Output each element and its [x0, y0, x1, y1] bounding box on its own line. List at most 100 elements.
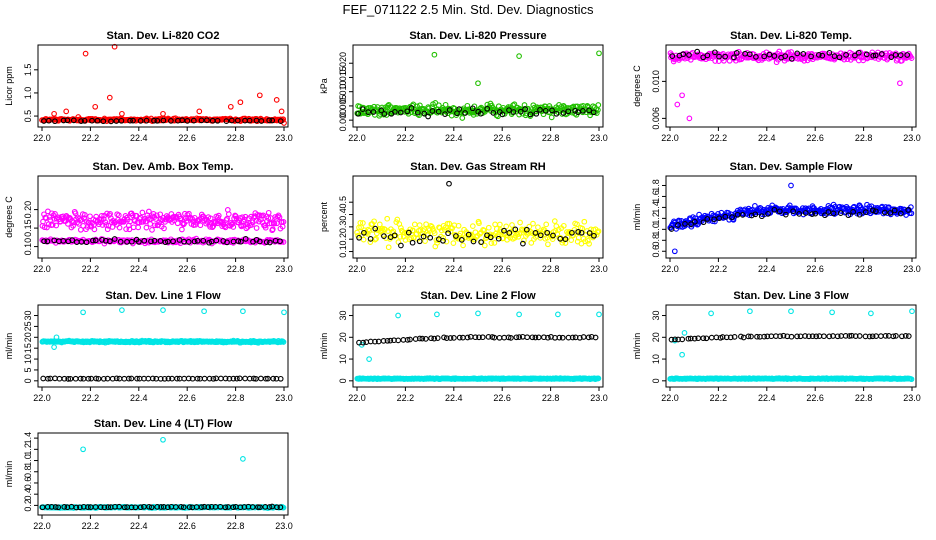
- y-tick-label: 10: [651, 354, 661, 364]
- data-point: [270, 219, 277, 226]
- data-point: [161, 375, 168, 382]
- data-point: [255, 504, 261, 510]
- x-tick-label: 22.2: [82, 393, 100, 403]
- data-point: [253, 225, 260, 231]
- data-point: [185, 239, 192, 245]
- data-point: [361, 229, 367, 236]
- data-point: [160, 117, 167, 124]
- data-point: [257, 504, 263, 511]
- x-tick-label: 22.2: [82, 521, 100, 531]
- x-tick-label: 22.2: [710, 133, 728, 143]
- data-point: [532, 230, 539, 236]
- data-point: [397, 233, 404, 240]
- data-point: [47, 217, 54, 223]
- data-point: [596, 50, 602, 57]
- data-point: [165, 238, 171, 245]
- data-point: [45, 375, 51, 382]
- data-point: [530, 220, 536, 227]
- data-point: [372, 225, 379, 232]
- data-point: [185, 375, 192, 382]
- data-point: [115, 212, 122, 219]
- x-tick-label: 22.2: [82, 264, 100, 274]
- data-point: [191, 238, 198, 245]
- data-point: [179, 226, 185, 233]
- data-point: [729, 214, 735, 220]
- data-point: [782, 211, 789, 218]
- data-point: [85, 504, 91, 510]
- y-tick-label: 0.15: [23, 219, 33, 237]
- data-point: [113, 221, 120, 228]
- data-point: [109, 375, 116, 382]
- data-point: [435, 108, 442, 115]
- x-tick-label: 23.0: [590, 393, 608, 403]
- panel-co2: Stan. Dev. Li-820 CO2 Licor ppm 22.0 22.2 22…: [4, 30, 293, 143]
- data-point: [850, 209, 857, 215]
- data-point: [151, 117, 157, 124]
- data-point: [355, 110, 361, 117]
- data-point: [141, 237, 148, 244]
- data-point: [794, 50, 801, 57]
- data-point: [230, 375, 237, 382]
- data-point: [60, 117, 67, 124]
- data-point: [178, 503, 184, 510]
- data-point: [543, 221, 550, 228]
- data-point: [752, 211, 759, 218]
- panel-title: Stan. Dev. Sample Flow: [730, 161, 853, 173]
- data-point: [545, 241, 551, 248]
- data-point: [69, 237, 76, 243]
- data-point: [134, 375, 140, 382]
- data-point: [745, 333, 752, 340]
- data-point: [125, 375, 132, 382]
- data-point: [100, 216, 107, 222]
- data-point: [456, 334, 463, 341]
- data-point: [679, 336, 686, 343]
- data-point: [105, 504, 112, 510]
- data-point: [269, 117, 276, 124]
- x-tick-label: 23.0: [275, 264, 293, 274]
- data-point: [414, 109, 421, 116]
- data-point: [826, 49, 833, 56]
- data-point: [248, 222, 255, 228]
- data-point: [499, 111, 506, 118]
- data-point: [881, 209, 888, 216]
- data-point: [848, 332, 855, 339]
- data-point: [227, 103, 234, 110]
- data-point: [416, 335, 423, 342]
- data-point: [194, 375, 201, 382]
- series-reference: [668, 332, 912, 343]
- x-tick-label: 22.8: [227, 521, 245, 531]
- data-point: [234, 117, 241, 124]
- x-tick-label: 22.6: [178, 264, 196, 274]
- data-point: [442, 111, 448, 117]
- data-point: [404, 108, 411, 115]
- data-point: [842, 333, 849, 339]
- data-point: [180, 504, 187, 511]
- data-point: [522, 106, 528, 112]
- data-point: [856, 211, 863, 218]
- data-point: [470, 238, 477, 245]
- data-point: [586, 107, 592, 114]
- x-tick-label: 22.6: [806, 264, 824, 274]
- data-point: [235, 238, 242, 244]
- data-point: [758, 213, 765, 220]
- data-point: [451, 335, 457, 341]
- data-point: [223, 118, 230, 124]
- data-point: [135, 238, 142, 245]
- data-point: [51, 110, 57, 117]
- data-point: [510, 109, 517, 115]
- data-point: [422, 336, 429, 342]
- data-point: [852, 52, 858, 59]
- x-tick-label: 22.8: [227, 264, 245, 274]
- data-point: [585, 334, 592, 341]
- data-point: [545, 334, 551, 341]
- x-tick-label: 22.0: [33, 264, 51, 274]
- data-point: [265, 209, 272, 216]
- data-point: [161, 225, 167, 232]
- data-point: [790, 208, 796, 215]
- data-point: [65, 376, 72, 382]
- data-point: [591, 232, 597, 239]
- data-point: [273, 97, 280, 103]
- data-point: [225, 211, 232, 217]
- data-point: [516, 311, 522, 318]
- data-point: [238, 238, 244, 245]
